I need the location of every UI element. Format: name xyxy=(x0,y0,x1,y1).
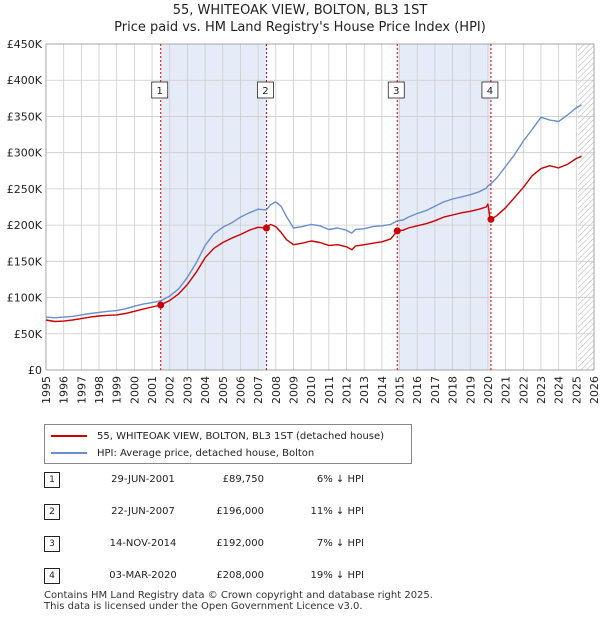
y-tick-label: £0 xyxy=(28,364,42,377)
sale-point xyxy=(262,224,270,232)
legend: 55, WHITEOAK VIEW, BOLTON, BL3 1ST (deta… xyxy=(44,424,412,464)
transaction-number-badge: 3 xyxy=(44,536,60,552)
footer-attribution: Contains HM Land Registry data © Crown c… xyxy=(44,590,433,612)
legend-item-property: 55, WHITEOAK VIEW, BOLTON, BL3 1ST (deta… xyxy=(51,428,384,444)
y-tick-label: £450K xyxy=(7,38,43,51)
chart-title: 55, WHITEOAK VIEW, BOLTON, BL3 1ST Price… xyxy=(0,2,600,36)
sale-number-box xyxy=(481,81,499,99)
x-tick-label: 2003 xyxy=(181,376,194,404)
chart-title-line1: 55, WHITEOAK VIEW, BOLTON, BL3 1ST xyxy=(172,3,428,18)
x-tick-label: 2004 xyxy=(199,376,212,404)
x-tick-label: 1999 xyxy=(111,376,124,404)
y-tick-label: £350K xyxy=(7,110,43,123)
table-row: 2 22-JUN-2007 £196,000 11% ↓ HPI xyxy=(44,504,404,520)
sale-number-label: 1 xyxy=(157,86,163,97)
y-tick-label: £400K xyxy=(7,74,43,87)
x-tick-label: 2017 xyxy=(429,376,442,404)
transaction-hpi-diff: 19% ↓ HPI xyxy=(310,570,364,581)
legend-item-hpi: HPI: Average price, detached house, Bolt… xyxy=(51,445,314,461)
transaction-date: 22-JUN-2007 xyxy=(111,506,175,517)
y-tick-label: £50K xyxy=(14,328,43,341)
series-line-property xyxy=(45,155,582,323)
legend-swatch-hpi xyxy=(51,452,87,454)
transaction-date: 29-JUN-2001 xyxy=(111,474,175,485)
y-tick-label: £200K xyxy=(7,219,43,232)
hatched-forecast-area xyxy=(578,44,594,370)
sale-number-label: 4 xyxy=(487,86,493,97)
x-tick-label: 1998 xyxy=(93,376,106,404)
x-tick-label: 2020 xyxy=(482,376,495,404)
x-tick-label: 2014 xyxy=(376,376,389,404)
footer-line2: This data is licensed under the Open Gov… xyxy=(44,601,363,612)
sale-number-label: 2 xyxy=(262,86,268,97)
y-tick-label: £150K xyxy=(7,255,43,268)
transaction-hpi-diff: 11% ↓ HPI xyxy=(310,506,364,517)
table-row: 3 14-NOV-2014 £192,000 7% ↓ HPI xyxy=(44,536,404,552)
transaction-date: 14-NOV-2014 xyxy=(109,538,177,549)
x-tick-label: 2022 xyxy=(517,376,530,404)
x-tick-label: 2024 xyxy=(553,376,566,404)
sale-number-box xyxy=(387,81,405,99)
y-tick-label: £300K xyxy=(7,147,43,160)
transaction-price: £192,000 xyxy=(216,538,264,549)
transaction-number-badge: 2 xyxy=(44,504,60,520)
sale-point xyxy=(157,301,165,309)
transaction-price: £196,000 xyxy=(216,506,264,517)
x-tick-label: 2026 xyxy=(588,376,600,404)
transaction-price: £89,750 xyxy=(222,474,264,485)
x-tick-label: 2006 xyxy=(234,376,247,404)
x-tick-label: 2000 xyxy=(128,376,141,404)
x-tick-label: 1997 xyxy=(75,376,88,404)
legend-label-property: 55, WHITEOAK VIEW, BOLTON, BL3 1ST (deta… xyxy=(97,430,385,442)
sale-number-box xyxy=(151,81,169,99)
transaction-date: 03-MAR-2020 xyxy=(109,570,177,581)
price-chart: £0 £50K £100K £150K £200K £250K £300K £350K £400… xyxy=(7,38,600,404)
x-tick-label: 1995 xyxy=(40,376,53,404)
x-tick-label: 2025 xyxy=(570,376,583,404)
legend-label-hpi: HPI: Average price, detached house, Bolt… xyxy=(97,447,315,459)
footer-line1: Contains HM Land Registry data © Crown c… xyxy=(44,590,433,601)
x-tick-label: 2002 xyxy=(164,376,177,404)
sale-number-box xyxy=(257,81,274,99)
x-tick-label: 2008 xyxy=(270,376,283,404)
x-tick-label: 2023 xyxy=(535,376,548,404)
y-tick-label: £100K xyxy=(7,292,43,305)
x-tick-label: 2021 xyxy=(500,376,513,404)
x-tick-label: 2015 xyxy=(394,376,407,404)
shaded-range-2 xyxy=(397,44,491,370)
plot-border xyxy=(45,43,595,371)
x-tick-label: 2001 xyxy=(146,376,159,404)
table-row: 1 29-JUN-2001 £89,750 6% ↓ HPI xyxy=(44,472,404,488)
transaction-number-badge: 1 xyxy=(44,472,60,488)
legend-swatch-property xyxy=(51,435,87,437)
x-tick-label: 2012 xyxy=(341,376,354,404)
transaction-hpi-diff: 7% ↓ HPI xyxy=(316,538,364,549)
x-tick-label: 2005 xyxy=(217,376,230,404)
x-tick-label: 2013 xyxy=(358,376,371,404)
shaded-range-1 xyxy=(160,44,267,370)
x-tick-label: 2009 xyxy=(287,376,300,404)
y-tick-label: £250K xyxy=(7,183,43,196)
x-tick-label: 2007 xyxy=(252,376,265,404)
chart-title-line2: Price paid vs. HM Land Registry's House … xyxy=(114,20,486,35)
x-tick-label: 2011 xyxy=(323,376,336,404)
x-tick-label: 2016 xyxy=(411,376,424,404)
transaction-number-badge: 4 xyxy=(44,568,60,584)
sale-point xyxy=(393,227,401,235)
sale-number-label: 3 xyxy=(393,86,399,97)
x-tick-label: 2018 xyxy=(447,376,460,404)
series-line-hpi xyxy=(45,104,582,319)
table-row: 4 03-MAR-2020 £208,000 19% ↓ HPI xyxy=(44,568,404,584)
x-tick-label: 2010 xyxy=(305,376,318,404)
transaction-price: £208,000 xyxy=(216,570,264,581)
x-tick-label: 2019 xyxy=(464,376,477,404)
sale-point xyxy=(487,215,495,223)
transaction-hpi-diff: 6% ↓ HPI xyxy=(316,474,364,485)
x-tick-label: 1996 xyxy=(58,376,71,404)
